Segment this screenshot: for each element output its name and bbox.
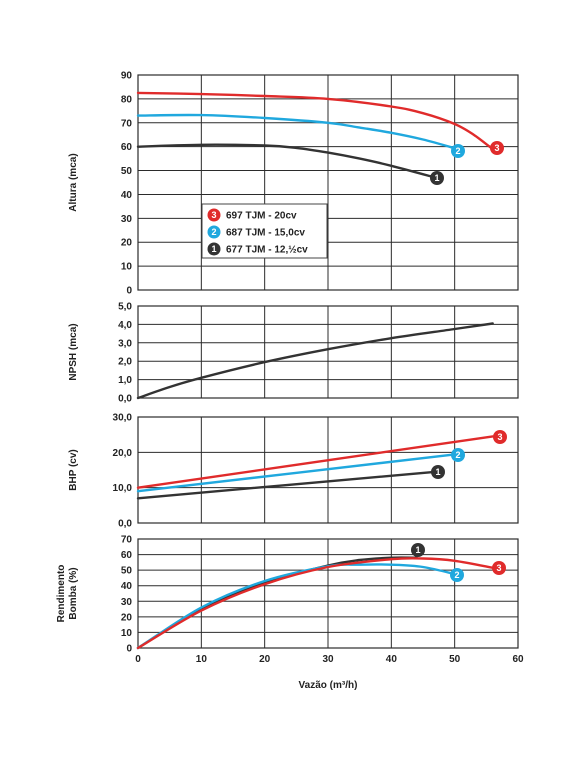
y-tick-label: 0,0 [118,519,132,530]
series-line-rendimento-2 [136,563,459,650]
series-line-altura-1 [136,143,437,179]
y-tick-label: 40 [121,581,133,592]
x-tick-label: 10 [196,654,208,665]
y-axis-label: Bomba (%) [68,567,79,619]
y-tick-label: 80 [121,94,133,105]
series-marker-rendimento-2: 2 [450,568,464,582]
x-tick-label: 50 [449,654,461,665]
series-marker-altura-1-circle [430,171,444,185]
series-marker-bhp-2: 2 [451,448,465,462]
y-tick-label: 0,0 [118,394,132,405]
y-tick-label: 50 [121,166,133,177]
legend-entry-1: 677 TJM - 12,½cv [226,245,308,256]
y-tick-label: 90 [121,71,133,82]
x-tick-label: 30 [322,654,334,665]
y-tick-label: 20,0 [113,448,133,459]
legend-marker-number: 3 [211,210,216,220]
panel-frame [137,305,519,399]
x-tick-label: 40 [386,654,398,665]
legend-marker-number: 2 [211,227,216,237]
series-marker-bhp-3-label: 3 [497,432,502,442]
series-marker-altura-1: 1 [430,171,444,185]
series-marker-altura-2-circle [451,144,465,158]
series-marker-rendimento-3: 3 [492,561,506,575]
legend-marker-number: 1 [211,244,216,254]
series-line-bhp-2 [136,452,459,493]
panel-frame [137,416,519,524]
y-tick-label: 2,0 [118,357,132,368]
y-tick-label: 5,0 [118,302,132,313]
x-tick-label: 0 [135,654,141,665]
y-tick-label: 3,0 [118,338,132,349]
y-tick-label: 20 [121,612,133,623]
legend-marker-3 [207,208,221,222]
series-line-rendimento-3 [136,557,494,650]
x-tick-label: 60 [512,654,524,665]
y-axis-label: Rendimento [56,565,67,623]
series-marker-altura-2: 2 [451,144,465,158]
y-tick-label: 30 [121,214,133,225]
series-marker-bhp-3: 3 [493,430,507,444]
y-tick-label: 70 [121,118,133,129]
legend-box [201,203,328,259]
series-line-rendimento-1 [136,556,418,650]
y-tick-label: 10 [121,262,133,273]
y-tick-label: 30,0 [113,413,133,424]
y-tick-label: 4,0 [118,320,132,331]
y-axis-label: NPSH (mca) [68,323,79,380]
series-marker-bhp-1-label: 1 [435,467,440,477]
x-axis-label: Vazão (m³/h) [299,680,358,691]
series-marker-bhp-1-circle [431,465,445,479]
series-line-bhp-1 [136,470,437,500]
legend-marker-2 [207,225,221,239]
legend-entry-3: 697 TJM - 20cv [226,211,297,222]
panel-bhp: 0,0 10,0 20,0 30,0 BHP (cv) [68,413,519,530]
y-tick-label: 0 [126,644,132,655]
series-marker-bhp-2-circle [451,448,465,462]
legend-marker-1 [207,242,221,256]
series-marker-rendimento-3-circle [492,561,506,575]
series-marker-altura-1-label: 1 [434,173,439,183]
y-tick-label: 60 [121,142,133,153]
series-marker-bhp-1: 1 [431,465,445,479]
series-marker-bhp-3-circle [493,430,507,444]
y-tick-label: 10 [121,628,133,639]
series-line-npsh-npsh [136,322,494,400]
y-tick-label: 50 [121,566,133,577]
x-tick-label: 20 [259,654,271,665]
y-tick-label: 10,0 [113,483,133,494]
series-line-altura-2 [136,113,459,151]
series-marker-rendimento-1-label: 1 [415,545,420,555]
panel-rendimento: 0 10 20 30 40 50 60 70 Rendimento Bomba (%) [56,535,519,655]
series-marker-rendimento-2-label: 2 [454,570,459,580]
series-marker-rendimento-1: 1 [411,543,425,557]
panel-frame [137,538,519,649]
series-marker-rendimento-3-label: 3 [496,563,501,573]
y-tick-label: 60 [121,550,133,561]
series-marker-altura-3-circle [490,141,504,155]
series-marker-altura-3-label: 3 [494,143,499,153]
y-axis-label: BHP (cv) [68,449,79,491]
panel-npsh: 0,0 1,0 2,0 3,0 4,0 5,0 NPSH (mca) [68,302,519,405]
y-tick-label: 0 [126,286,132,297]
panel-frame [137,74,519,291]
series-marker-rendimento-1-circle [411,543,425,557]
y-axis-label: Altura (mca) [68,153,79,211]
series-marker-altura-3: 3 [490,141,504,155]
y-tick-label: 20 [121,238,133,249]
series-marker-rendimento-2-circle [450,568,464,582]
y-tick-label: 40 [121,190,133,201]
panel-altura: 0 10 20 30 40 50 60 70 80 90 Altura (mca) [68,71,519,297]
legend: 3 697 TJM - 20cv 2 687 TJM - 15,0cv 1 677 TJM… [201,203,328,259]
series-marker-altura-2-label: 2 [455,146,460,156]
y-tick-label: 70 [121,535,133,546]
series-marker-bhp-2-label: 2 [455,450,460,460]
series-line-bhp-3 [136,435,494,489]
series-line-altura-3 [136,91,494,151]
y-tick-label: 30 [121,597,133,608]
legend-entry-2: 687 TJM - 15,0cv [226,228,305,239]
y-tick-label: 1,0 [118,375,132,386]
